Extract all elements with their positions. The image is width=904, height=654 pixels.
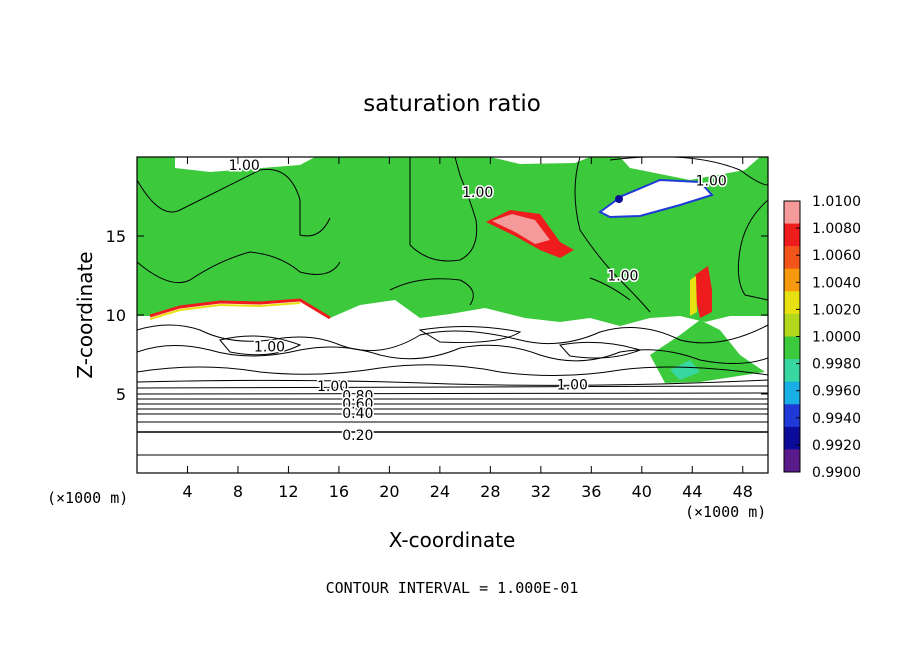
contour-right-edge: [737, 199, 768, 301]
contour-label: 1.00: [317, 379, 348, 395]
colorbar-swatch: [784, 313, 800, 337]
colorbar-swatch: [784, 404, 800, 428]
contour-cloud-5: [559, 341, 642, 359]
contour-cloud-3: [219, 335, 302, 356]
colorbar-swatch: [784, 246, 800, 270]
yellow-boundary-left: [149, 302, 301, 320]
x-tick-label: 44: [682, 482, 702, 501]
x-tick-label: 48: [733, 482, 753, 501]
contour-label: 1.00: [229, 158, 260, 174]
colorbar-swatch: [784, 426, 800, 450]
contour-label: 0.20: [342, 428, 373, 444]
red-column: [695, 266, 712, 318]
contour-interval-note: CONTOUR INTERVAL = 1.000E-01: [326, 579, 579, 597]
contour-upper-left: [137, 168, 331, 237]
contour-label: 0.80: [342, 389, 373, 405]
contour-upper-mid: [409, 157, 478, 262]
colorbar-swatch: [784, 291, 800, 315]
colorbar-label: 1.0060: [812, 248, 861, 264]
colorbar-swatch: [784, 201, 800, 225]
contour-label: 0.40: [342, 406, 373, 422]
contour-upper-right: [609, 157, 768, 186]
y-axis-title: Z-coordinate: [73, 251, 97, 378]
colorbar-label: 0.9940: [812, 411, 861, 427]
contour-upper-mid-2: [574, 157, 651, 313]
contour-label: 0.60: [342, 396, 373, 412]
contour-label: 1.00: [462, 185, 493, 201]
contour-label: 1.00: [557, 378, 588, 394]
contour-0.90: [137, 385, 768, 389]
colorbar-swatch: [784, 381, 800, 405]
colorbar-label: 1.0040: [812, 275, 861, 291]
contour-mid-right: [389, 277, 631, 306]
x-unit-label-right: (×1000 m): [685, 503, 766, 521]
colorbar-swatch: [784, 223, 800, 247]
contour-label: 1.00: [254, 340, 285, 356]
plot-area: 1.001.001.001.001.001.00 1.000.800.600.40…: [106, 156, 769, 501]
y-tick-label: 5: [116, 385, 126, 404]
lower-right-cyan: [670, 360, 700, 380]
upper-right-white-cloud: [598, 178, 714, 219]
y-axis: 5 10 15: [106, 227, 768, 404]
x-tick-label: 24: [430, 482, 450, 501]
contour-label: 1.00: [696, 174, 727, 190]
x-tick-label: 28: [480, 482, 500, 501]
x-tick-label: 32: [531, 482, 551, 501]
x-tick-label: 16: [329, 482, 349, 501]
contour-cloud-2: [137, 344, 768, 365]
x-tick-label: 12: [278, 482, 298, 501]
blue-spot: [615, 195, 623, 203]
top-white-patch-right: [620, 157, 760, 180]
colorbar-label: 1.0000: [812, 330, 861, 346]
colorbar-swatch: [784, 359, 800, 383]
x-axis: 4 8 12 16 20 24 28 32 36 40 44 48: [182, 157, 753, 501]
colorbar-label: 1.0080: [812, 221, 861, 237]
colorbar-swatch: [784, 449, 800, 473]
top-white-patch-left: [175, 157, 315, 172]
contour-upper-left-2: [137, 251, 341, 284]
top-white-patch-mid: [490, 157, 590, 164]
supersaturated-region: [137, 157, 768, 326]
contour-1.00-lower: [137, 379, 768, 386]
contour-cloud-4: [418, 325, 522, 344]
red-boundary-left: [149, 298, 331, 320]
colorbar-swatch: [784, 336, 800, 360]
x-tick-label: 36: [581, 482, 601, 501]
x-tick-label: 8: [233, 482, 243, 501]
colorbar-swatch: [784, 268, 800, 292]
colorbar-label: 0.9980: [812, 357, 861, 373]
contour-labels: 1.001.001.001.001.001.00 1.000.800.600.40…: [227, 156, 728, 445]
x-tick-label: 40: [632, 482, 652, 501]
x-tick-label: 4: [182, 482, 192, 501]
y-tick-label: 10: [106, 306, 126, 325]
colorbar-label: 0.9900: [812, 465, 861, 481]
chart-title: saturation ratio: [363, 91, 541, 117]
x-axis-title: X-coordinate: [389, 528, 516, 552]
y-tick-label: 15: [106, 227, 126, 246]
colorbar-label: 0.9960: [812, 384, 861, 400]
pink-streak-mid: [492, 214, 550, 244]
contour-label: 1.00: [607, 269, 638, 285]
yellow-column-edge: [690, 276, 697, 316]
colorbar-label: 1.0100: [812, 194, 861, 210]
x-unit-label-left: (×1000 m): [47, 489, 128, 507]
contour-cloud-6: [137, 364, 768, 377]
colorbar-label: 0.9920: [812, 438, 861, 454]
x-tick-label: 20: [379, 482, 399, 501]
colorbar: 1.0100 1.0080 1.0060 1.0040 1.0020 1.0000 0.99…: [783, 194, 861, 481]
colorbar-label: 1.0020: [812, 302, 861, 318]
contour-0.80: [137, 392, 768, 395]
